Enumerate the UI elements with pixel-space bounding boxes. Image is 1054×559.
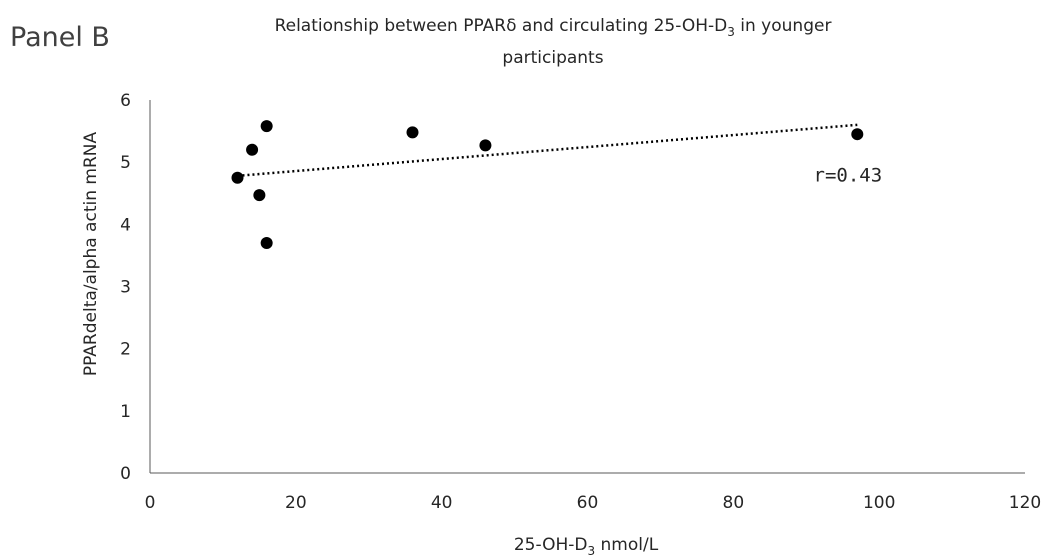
y-tick-label: 3 bbox=[120, 278, 131, 298]
y-tick-label: 1 bbox=[120, 402, 131, 422]
panel-label: Panel B bbox=[10, 22, 110, 53]
trendline bbox=[237, 123, 858, 178]
x-tick-label: 20 bbox=[285, 493, 307, 513]
y-tick-label: 6 bbox=[120, 91, 131, 111]
data-point bbox=[253, 189, 266, 202]
data-point bbox=[260, 120, 273, 133]
x-tick-label: 80 bbox=[723, 493, 745, 513]
y-tick-label: 5 bbox=[120, 153, 131, 173]
x-axis-title: 25-OH-D3 nmol/L bbox=[514, 535, 659, 558]
data-point bbox=[260, 236, 273, 249]
data-point bbox=[246, 143, 259, 156]
chart-title-line-1: Relationship between PPARδ and circulati… bbox=[275, 16, 832, 39]
data-point bbox=[406, 126, 419, 139]
x-tick-label: 40 bbox=[431, 493, 453, 513]
y-tick-label: 2 bbox=[120, 340, 131, 360]
y-tick-label: 4 bbox=[120, 215, 131, 235]
x-tick-label: 0 bbox=[145, 493, 156, 513]
y-axis-title: PPARdelta/alpha actin mRNA bbox=[81, 132, 101, 377]
data-point bbox=[479, 139, 492, 152]
data-point bbox=[851, 128, 864, 141]
x-tick-label: 100 bbox=[863, 493, 895, 513]
x-tick-label: 120 bbox=[1009, 493, 1041, 513]
chart-title-line-2: participants bbox=[502, 48, 603, 68]
x-axis-ticks: 0 20 40 60 80 100 120 bbox=[145, 493, 1042, 513]
x-tick-label: 60 bbox=[577, 493, 599, 513]
axes bbox=[149, 100, 1025, 474]
data-point bbox=[231, 171, 244, 184]
y-tick-label: 0 bbox=[120, 464, 131, 484]
data-points bbox=[231, 120, 864, 249]
y-axis-ticks: 0 1 2 3 4 5 6 bbox=[120, 91, 131, 484]
trendline-group bbox=[237, 123, 858, 178]
correlation-annotation: r=0.43 bbox=[814, 165, 883, 187]
